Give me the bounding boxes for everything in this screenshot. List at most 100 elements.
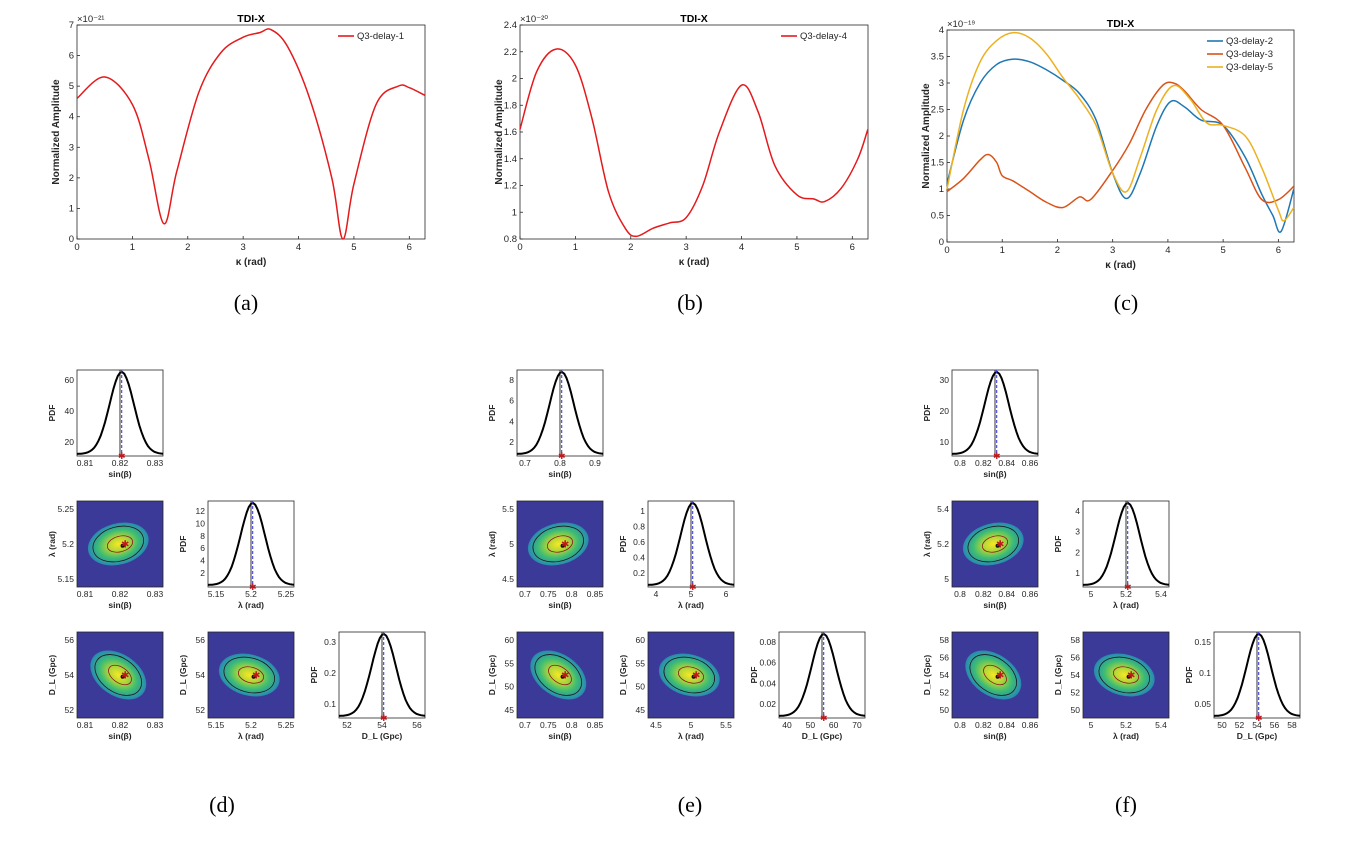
joint-panel: ✱ 5 5.2 5.4 λ (rad) 50 52 54 56 58 D_L (Gpc) — [1053, 631, 1170, 741]
y-tick-label: 0.3 — [324, 637, 336, 647]
y-tick-label: 0.06 — [759, 658, 776, 668]
x-tick-label: 4 — [654, 589, 659, 599]
joint-panel: ✱ 0.7 0.75 0.8 0.85 sin(β) 4.5 5 5.5 λ (rad) — [487, 500, 604, 610]
y-tick-label: 4 — [509, 416, 514, 426]
contour-outer — [94, 654, 143, 696]
x-tick-label: 5 — [1089, 589, 1094, 599]
y-tick-label: 56 — [940, 653, 950, 663]
y-param-label: λ (rad) — [487, 531, 497, 557]
caption-a: (a) — [234, 290, 258, 315]
y-tick-label: 1.6 — [504, 127, 517, 138]
y-tick-label: 0.04 — [759, 678, 776, 688]
y-tick-label: 0.02 — [759, 699, 776, 709]
y-tick-label: 58 — [1071, 635, 1081, 645]
y-tick-label: 0.1 — [324, 699, 336, 709]
panel-frame — [516, 500, 604, 588]
y-param-label: D_L (Gpc) — [1053, 655, 1063, 696]
x-tick-label: 0.82 — [112, 720, 129, 730]
y-tick-label: 54 — [196, 670, 206, 680]
x-param-label: sin(β) — [548, 600, 571, 610]
y-tick-label: 54 — [940, 670, 950, 680]
y-tick-label: 45 — [636, 705, 646, 715]
x-tick-label: 0.82 — [112, 458, 129, 468]
x-tick-label: 6 — [724, 589, 729, 599]
y-param-label: D_L (Gpc) — [178, 655, 188, 696]
x-tick-label: 0.84 — [998, 589, 1015, 599]
x-tick-label: 0.8 — [954, 589, 966, 599]
y-tick-label: 1.8 — [504, 100, 517, 111]
x-tick-label: 4 — [739, 242, 744, 253]
x-param-label: λ (rad) — [1113, 600, 1139, 610]
contour-inner — [108, 664, 132, 686]
y-tick-label: 55 — [505, 658, 515, 668]
x-tick-label: 5 — [689, 720, 694, 730]
y-tick-label: 50 — [940, 705, 950, 715]
legend-box — [1202, 33, 1292, 82]
x-param-label: sin(β) — [108, 731, 131, 741]
y-tick-label: 52 — [940, 688, 950, 698]
y-param-label: D_L (Gpc) — [487, 655, 497, 696]
x-tick-label: 0.82 — [975, 720, 992, 730]
contour-outer — [969, 654, 1018, 696]
x-tick-label: 0.8 — [554, 458, 566, 468]
x-param-label: λ (rad) — [238, 731, 264, 741]
x-tick-label: 5.2 — [1120, 589, 1132, 599]
x-tick-label: 4 — [296, 242, 301, 253]
legend-entry: Q3-delay-3 — [1226, 49, 1273, 60]
y-tick-label: 5 — [509, 539, 514, 549]
y-param-label: D_L (Gpc) — [47, 655, 57, 696]
y-tick-label: 2.5 — [931, 105, 944, 116]
x-tick-label: 5.2 — [1120, 720, 1132, 730]
caption-b: (b) — [677, 290, 703, 315]
true-value-marker: ✱ — [820, 713, 828, 723]
pdf-axis-label: PDF — [1184, 667, 1194, 684]
density-blob — [530, 650, 587, 700]
x-tick-label: 54 — [377, 720, 387, 730]
y-tick-label: 2 — [69, 173, 74, 184]
x-tick-label: 0.81 — [77, 589, 94, 599]
true-value-marker: ✱ — [561, 670, 569, 681]
line-chart-c: 0 1 2 3 4 5 600.511.522.533.54×10⁻¹⁹ TDI-Xκ (ra… — [921, 18, 1295, 271]
y-tick-label: 40 — [65, 406, 75, 416]
y-tick-label: 20 — [65, 437, 75, 447]
contour-inner — [677, 666, 705, 684]
density-blob — [658, 653, 720, 697]
estimate-marker — [251, 674, 256, 679]
y-tick-label: 60 — [505, 635, 515, 645]
y-tick-label: 2 — [1075, 547, 1080, 557]
x-tick-label: 5.15 — [208, 589, 225, 599]
true-value-marker: ✱ — [252, 670, 260, 681]
x-tick-label: 6 — [1276, 245, 1281, 256]
y-tick-label: 0.05 — [1194, 699, 1211, 709]
y-tick-label: 52 — [196, 705, 206, 715]
panel-frame — [951, 631, 1039, 719]
x-param-label: sin(β) — [548, 469, 571, 479]
x-tick-label: 0.84 — [998, 720, 1015, 730]
x-axis-label: κ (rad) — [1105, 260, 1136, 271]
x-tick-label: 0.86 — [1022, 720, 1039, 730]
pdf-panel: ✱ 5 5.2 5.4 λ (rad) 1 2 3 4 PDF — [1053, 500, 1170, 610]
y-param-label: λ (rad) — [47, 531, 57, 557]
chart-title: TDI-X — [237, 13, 264, 25]
y-tick-label: 0.6 — [633, 537, 645, 547]
y-tick-label: 4.5 — [502, 574, 514, 584]
y-tick-label: 45 — [505, 705, 515, 715]
series-line-Q3-delay-3 — [946, 81, 1295, 209]
contour-inner — [1112, 666, 1140, 684]
joint-panel: ✱ 4.5 5 5.5 λ (rad) 45 50 55 60 D_L (Gpc) — [618, 631, 735, 741]
series-line-Q3-delay-1 — [76, 28, 426, 240]
y-exponent-label: ×10⁻²¹ — [77, 14, 104, 25]
x-tick-label: 50 — [806, 720, 816, 730]
x-tick-label: 60 — [829, 720, 839, 730]
y-tick-label: 3 — [69, 142, 74, 153]
y-tick-label: 1 — [939, 184, 944, 195]
caption-c: (c) — [1114, 290, 1138, 315]
y-tick-label: 0 — [69, 234, 74, 245]
estimate-marker — [120, 674, 125, 679]
true-value-marker: ✱ — [1127, 670, 1135, 681]
y-tick-label: 4 — [1075, 506, 1080, 516]
chart-title: TDI-X — [1107, 18, 1134, 30]
y-tick-label: 0.8 — [633, 522, 645, 532]
panel-captions: (a) (b) (c) (d) (e) (f) — [209, 290, 1138, 817]
